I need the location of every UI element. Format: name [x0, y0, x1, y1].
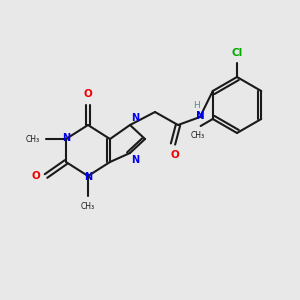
- Text: O: O: [84, 89, 92, 99]
- Text: O: O: [171, 150, 179, 160]
- Text: CH₃: CH₃: [26, 134, 40, 143]
- Text: CH₃: CH₃: [81, 202, 95, 211]
- Text: N: N: [62, 133, 70, 143]
- Text: N: N: [131, 155, 139, 165]
- Text: CH₃: CH₃: [190, 131, 205, 140]
- Text: H: H: [194, 101, 200, 110]
- Text: N: N: [196, 111, 204, 121]
- Text: N: N: [84, 172, 92, 182]
- Text: O: O: [31, 171, 40, 181]
- Text: N: N: [131, 113, 139, 123]
- Text: Cl: Cl: [231, 48, 243, 58]
